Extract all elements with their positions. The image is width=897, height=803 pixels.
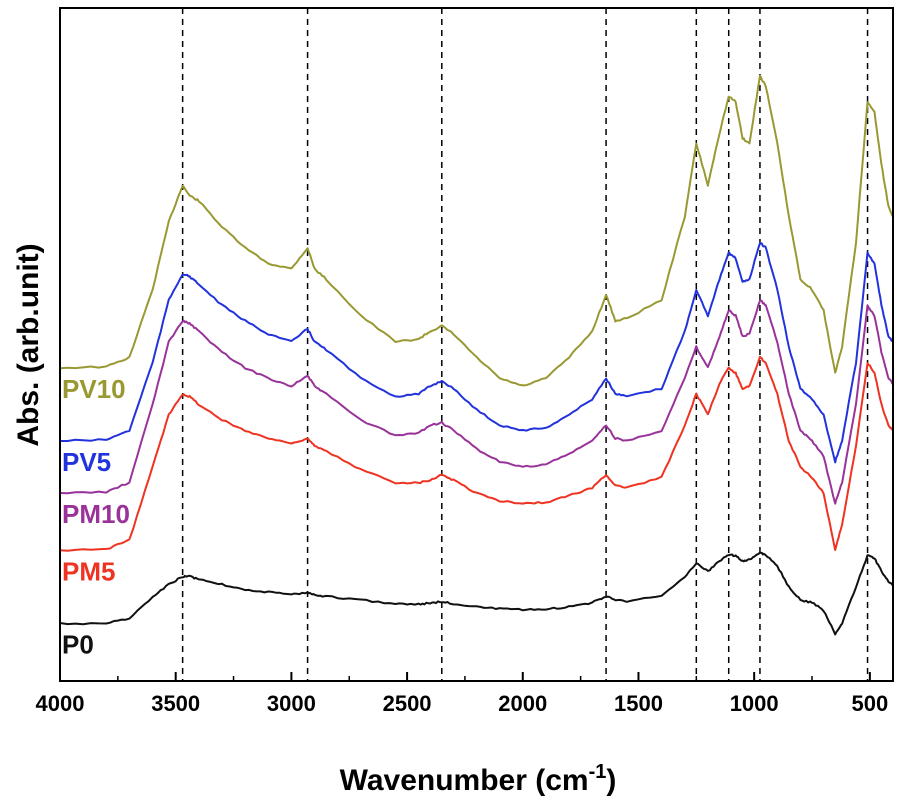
series-label-pv5: PV5 [62, 447, 111, 477]
series-label-pm10: PM10 [62, 499, 130, 529]
series-line-pm5 [59, 355, 894, 552]
series-label-pm5: PM5 [62, 556, 115, 586]
series-line-pv5 [60, 242, 894, 464]
plot-frame [59, 7, 894, 682]
series-line-pv10 [59, 74, 894, 387]
x-tick-label: 1000 [730, 691, 779, 716]
y-axis-title: Abs. (arb.unit) [12, 243, 45, 446]
x-axis-title-main: Wavenumber (cm [340, 764, 589, 797]
x-tick-label: 3000 [267, 691, 316, 716]
x-tick-label: 500 [852, 691, 889, 716]
series-labels: PV10 PV5 PM10 PM5 P0 [62, 374, 130, 660]
x-tick-label: 2000 [498, 691, 547, 716]
x-tick-label: 4000 [36, 691, 85, 716]
series-line-p0 [59, 551, 894, 636]
series-label-p0: P0 [62, 629, 94, 659]
series-label-pv10: PV10 [62, 374, 126, 404]
series-layer [59, 74, 894, 636]
x-axis-title: Wavenumber (cm-1) [340, 761, 617, 797]
reference-lines [181, 8, 869, 681]
x-tick-label: 1500 [614, 691, 663, 716]
x-tick-label: 3500 [151, 691, 200, 716]
x-axis-title-tail: ) [606, 764, 616, 797]
series-line-pm10 [59, 299, 894, 505]
x-ticks: 4000 3500 3000 2500 2000 1500 1000 500 [36, 672, 889, 716]
x-tick-label: 2500 [383, 691, 432, 716]
x-axis-title-sup: -1 [589, 761, 607, 783]
